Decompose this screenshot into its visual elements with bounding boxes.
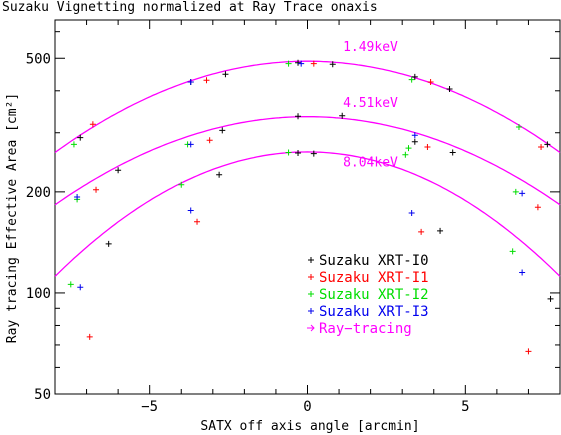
data-point-s2-7 [408,76,415,83]
data-point-s2-9 [405,145,412,152]
data-point-s0-8 [329,61,336,68]
legend-marker-2 [308,291,314,297]
energy-label-2: 8.04keV [343,155,398,170]
data-point-s0-16 [437,227,444,234]
y-tick-label: 200 [26,185,51,201]
data-point-s0-12 [310,150,317,157]
data-point-s1-1 [203,77,210,84]
y-tick-label: 50 [34,387,51,403]
data-point-s1-8 [424,144,431,151]
data-point-s1-0 [89,121,96,128]
chart-title: Suzaku Vignetting normalized at Ray Trac… [2,0,378,15]
y-axis-label: Ray tracing Effective Area [cm²] [5,93,20,343]
data-point-s3-9 [519,269,526,276]
legend-label-4: Ray−tracing [319,321,412,337]
ray-tracing-curve-1 [54,116,561,206]
data-point-s0-4 [222,71,229,78]
data-point-s2-0 [70,141,77,148]
data-point-s1-11 [538,144,545,151]
data-point-s0-6 [216,171,223,178]
data-point-s1-10 [534,204,541,211]
data-point-s0-11 [295,150,302,157]
data-point-s1-2 [206,137,213,144]
legend-marker-1 [308,274,314,280]
data-point-s0-10 [339,112,346,119]
data-point-s0-18 [544,141,551,148]
energy-label-1: 4.51keV [343,96,398,111]
legend-label-2: Suzaku XRT-I2 [319,287,429,303]
data-point-s0-7 [295,59,302,66]
legend-label-3: Suzaku XRT-I3 [319,304,429,320]
data-point-s0-17 [411,138,418,145]
x-tick-label: −5 [141,399,158,415]
energy-label-0: 1.49keV [343,40,398,55]
data-point-s0-15 [449,149,456,156]
legend-label-0: Suzaku XRT-I0 [319,253,429,269]
data-point-s2-11 [512,188,519,195]
data-point-s1-12 [525,348,532,355]
x-tick-label: 5 [461,399,469,415]
energy-labels: 1.49keV 4.51keV 8.04keV [343,40,398,170]
data-point-s3-8 [519,190,526,197]
legend-marker-4 [307,324,315,332]
data-point-s3-4 [77,284,84,291]
legend-marker-3 [308,308,314,314]
data-point-s1-5 [86,333,93,340]
data-point-s2-8 [402,151,409,158]
data-point-s1-4 [194,218,201,225]
y-tick-label: 100 [26,286,51,302]
plot-frame [54,19,561,395]
data-point-s3-7 [408,210,415,217]
axes: −5 0 5 50 100 200 500 [26,20,561,415]
data-point-s2-2 [67,281,74,288]
data-point-s3-0 [187,78,194,85]
legend-label-1: Suzaku XRT-I1 [319,270,429,286]
x-tick-label: 0 [303,399,311,415]
data-point-s3-3 [74,194,81,201]
x-axis-label: SATX off axis angle [arcmin] [200,419,419,434]
data-point-s0-0 [77,134,84,141]
ray-tracing-curve-0 [54,60,561,154]
data-point-s0-2 [105,240,112,247]
data-point-s0-19 [547,295,554,302]
data-point-s1-6 [310,60,317,67]
data-point-s1-7 [427,78,434,85]
data-point-s2-4 [178,181,185,188]
ray-tracing-curves [54,60,561,277]
data-point-s2-6 [285,149,292,156]
data-point-s1-9 [418,228,425,235]
data-point-s2-12 [509,248,516,255]
data-points [67,59,554,355]
data-point-s2-10 [515,124,522,131]
data-point-s1-3 [93,186,100,193]
data-point-s0-5 [219,127,226,134]
data-point-s0-13 [411,73,418,80]
y-tick-label: 500 [26,51,51,67]
data-point-s3-5 [298,60,305,67]
data-point-s3-6 [411,132,418,139]
ray-tracing-curve-2 [54,151,561,277]
data-point-s3-1 [187,141,194,148]
data-point-s0-9 [295,113,302,120]
data-point-s3-2 [187,207,194,214]
legend-marker-0 [308,257,314,263]
data-point-s0-1 [115,167,122,174]
data-point-s0-14 [446,85,453,92]
data-point-s2-5 [285,60,292,67]
